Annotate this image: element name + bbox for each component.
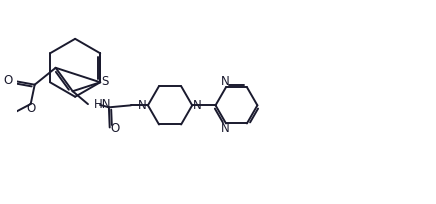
Text: N: N	[221, 75, 230, 89]
Text: S: S	[101, 75, 109, 88]
Text: N: N	[193, 99, 202, 112]
Text: O: O	[111, 122, 120, 135]
Text: N: N	[221, 122, 230, 135]
Text: N: N	[138, 99, 147, 112]
Text: O: O	[3, 74, 12, 87]
Text: O: O	[27, 102, 36, 115]
Text: HN: HN	[94, 98, 111, 111]
